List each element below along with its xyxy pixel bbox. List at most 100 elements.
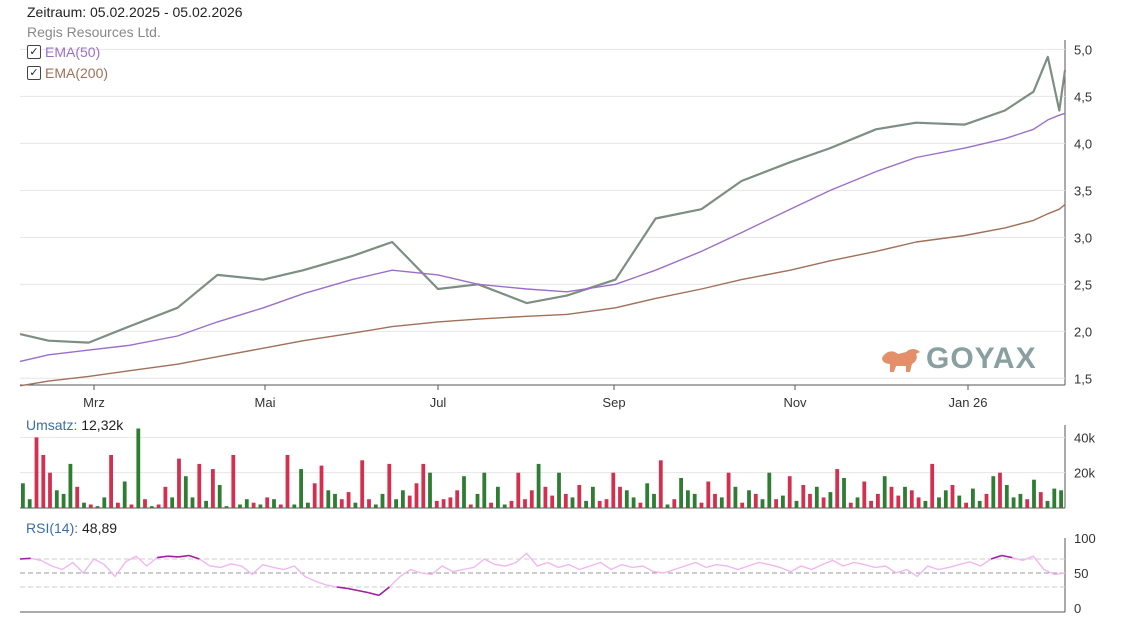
volume-bar: [631, 497, 636, 508]
volume-bar: [299, 469, 303, 508]
rsi-extreme-segment: [336, 586, 348, 590]
x-tick-label: Nov: [783, 395, 807, 410]
volume-bar: [862, 481, 867, 508]
volume-bar: [387, 463, 392, 508]
volume-bar: [468, 504, 473, 508]
volume-bar: [21, 483, 25, 508]
volume-panel-label: Umsatz: 12,32k: [26, 417, 123, 433]
volume-bar: [686, 490, 690, 508]
volume-bar: [747, 490, 751, 508]
rsi-tick-label: 100: [1074, 531, 1096, 546]
volume-bar: [41, 455, 46, 508]
volume-bar: [346, 492, 351, 508]
volume-bar: [143, 499, 147, 508]
volume-bar: [217, 485, 222, 508]
volume-bar: [591, 486, 595, 508]
volume-bar: [475, 493, 480, 508]
volume-bar: [434, 500, 439, 508]
rsi-extreme-segment: [178, 554, 190, 558]
rsi-extreme-segment: [357, 589, 369, 594]
volume-bar: [550, 495, 555, 508]
instrument-name: Regis Resources Ltd.: [27, 24, 161, 40]
volume-bar: [971, 488, 975, 508]
volume-bar: [1052, 488, 1057, 508]
volume-bar: [183, 476, 188, 508]
price-tick-label: 4,0: [1074, 136, 1092, 151]
volume-bar: [258, 504, 263, 508]
volume-bar: [306, 502, 310, 508]
rsi-extreme-segment: [1001, 554, 1013, 559]
volume-bar: [652, 493, 656, 508]
volume-bar: [536, 463, 541, 508]
volume-bar: [95, 506, 100, 508]
rsi-extreme-segment: [378, 586, 390, 597]
price-plot: [19, 55, 1067, 387]
volume-bar: [285, 455, 290, 508]
x-tick-label: Jul: [430, 395, 447, 410]
price-line: [19, 55, 1067, 344]
volume-bar: [407, 495, 412, 508]
rsi-tick-label: 0: [1074, 601, 1081, 616]
rsi-extreme-segment: [167, 555, 179, 558]
volume-bar: [367, 499, 371, 508]
price-grid: [20, 40, 1066, 386]
volume-y-axis: 40k 20k: [1074, 430, 1095, 480]
volume-bar: [231, 455, 236, 508]
volume-bar: [658, 460, 663, 508]
logo-text: GOYAX: [926, 342, 1037, 375]
volume-bar: [251, 502, 256, 508]
legend-item-ema200[interactable]: ✓ EMA(200): [27, 65, 108, 81]
volume-bar: [767, 472, 772, 508]
legend-item-ema50[interactable]: ✓ EMA(50): [27, 44, 100, 60]
volume-bar: [726, 472, 731, 508]
volume-bar: [611, 472, 616, 508]
volume-bar: [163, 486, 168, 508]
ema50-line: [19, 112, 1066, 363]
volume-bar: [882, 476, 887, 508]
volume-bar: [916, 497, 921, 508]
volume-bar: [482, 472, 487, 508]
price-tick-label: 3,0: [1074, 230, 1092, 245]
checkbox-icon[interactable]: ✓: [27, 66, 41, 80]
volume-bar: [129, 504, 134, 508]
volume-bar: [34, 437, 39, 508]
rsi-extreme-segment: [347, 587, 358, 592]
checkbox-icon[interactable]: ✓: [27, 45, 41, 59]
volume-bar: [855, 497, 860, 508]
volume-bar: [312, 483, 317, 508]
volume-bar: [224, 506, 229, 508]
volume-bar: [957, 495, 962, 508]
volume-bar: [116, 502, 120, 508]
volume-bar: [339, 499, 344, 508]
volume-bar: [943, 490, 948, 508]
volume-bar: [950, 485, 955, 508]
volume-bar: [48, 472, 52, 508]
period-value: 05.02.2025 - 05.02.2026: [90, 4, 243, 20]
volume-bar: [54, 490, 59, 508]
volume-bar: [61, 493, 66, 508]
price-tick-label: 3,5: [1074, 183, 1092, 198]
volume-bar: [326, 490, 331, 508]
volume-bar: [136, 428, 141, 508]
bull-icon: [882, 349, 920, 372]
x-tick-label: Sep: [602, 395, 625, 410]
volume-bar: [149, 506, 154, 508]
volume-bar: [211, 469, 215, 508]
rsi-extreme-segment: [990, 554, 1002, 560]
volume-bar: [835, 469, 840, 508]
price-tick-label: 2,5: [1074, 277, 1092, 292]
ema200-line: [19, 203, 1066, 387]
volume-bar: [998, 472, 1002, 508]
volume-bar: [903, 486, 907, 508]
volume-grid: [20, 425, 1066, 509]
legend-label-ema50: EMA(50): [45, 44, 101, 60]
volume-bar: [156, 504, 161, 508]
rsi-plot: [19, 552, 1066, 597]
volume-bar: [706, 481, 711, 508]
volume-bar: [244, 499, 249, 508]
volume-bar: [896, 495, 901, 508]
volume-bar: [401, 490, 405, 508]
volume-bar: [122, 481, 127, 508]
volume-bar: [930, 463, 935, 508]
volume-bar: [964, 502, 968, 508]
